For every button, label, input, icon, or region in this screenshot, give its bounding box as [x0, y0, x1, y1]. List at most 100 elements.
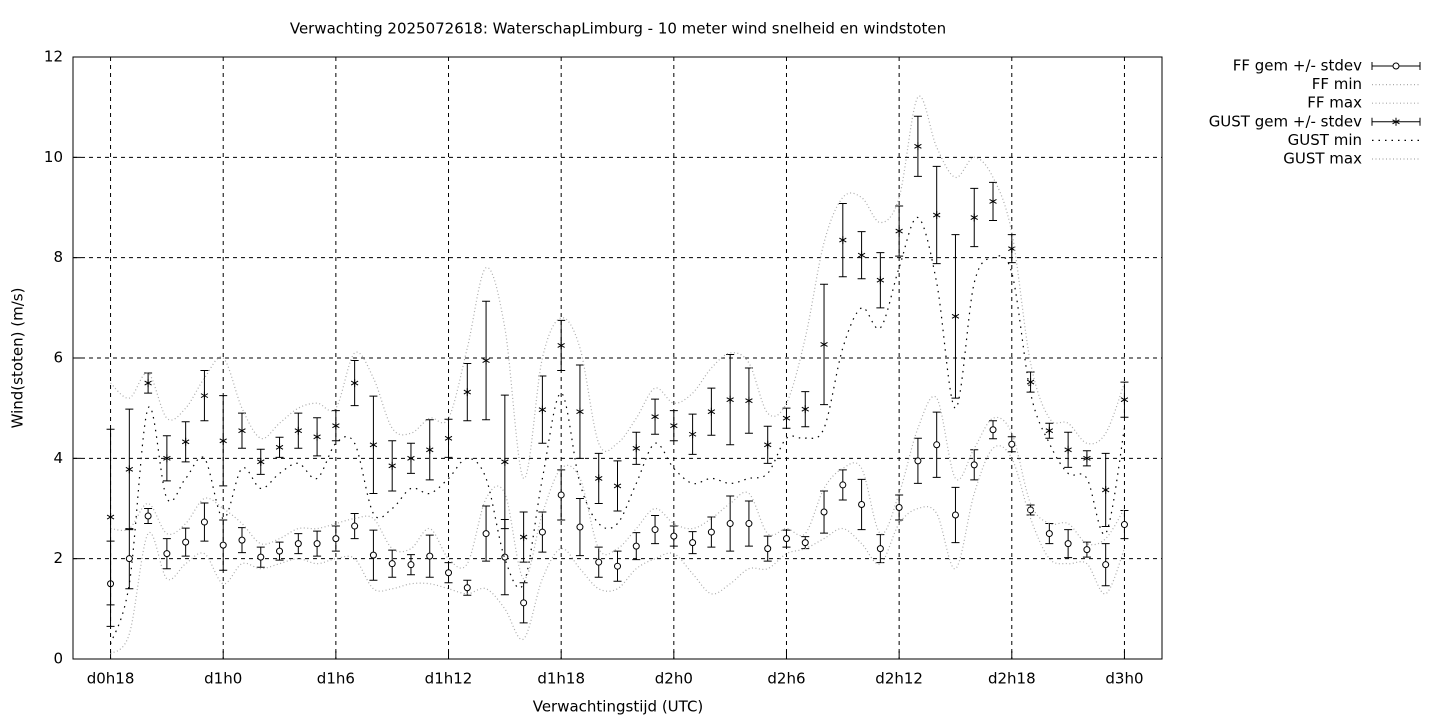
point	[801, 539, 809, 547]
point	[782, 535, 790, 543]
point	[275, 443, 284, 452]
x-tick-label: d3h0	[1105, 670, 1143, 688]
point	[876, 276, 885, 285]
point	[858, 500, 866, 508]
y-tick-label: 2	[53, 549, 63, 567]
point	[989, 426, 997, 434]
point	[407, 454, 415, 463]
point	[970, 213, 978, 222]
point	[933, 441, 941, 449]
point	[895, 227, 903, 236]
point	[313, 540, 321, 548]
plot-border	[72, 56, 1163, 660]
point	[181, 437, 190, 446]
x-axis-label: Verwachtingstijd (UTC)	[533, 698, 704, 716]
point	[182, 538, 190, 546]
point	[238, 426, 246, 435]
point	[726, 520, 734, 528]
point	[1120, 521, 1128, 529]
legend-marker	[1392, 62, 1400, 70]
point	[876, 545, 884, 553]
point	[332, 421, 340, 430]
line	[109, 216, 1126, 645]
point	[388, 560, 396, 568]
point	[1101, 485, 1110, 494]
point	[1120, 395, 1129, 404]
point	[595, 558, 603, 566]
point	[688, 430, 697, 439]
point	[557, 491, 565, 499]
y-tick-label: 12	[44, 48, 63, 66]
point	[144, 379, 152, 388]
point	[520, 599, 528, 607]
point	[144, 512, 152, 520]
x-tick-label: d2h0	[655, 670, 693, 688]
point	[294, 540, 302, 548]
point	[219, 436, 227, 445]
point	[651, 412, 659, 421]
point	[632, 542, 640, 550]
point	[106, 513, 115, 522]
point	[463, 388, 472, 397]
point	[576, 523, 584, 531]
point	[820, 340, 828, 349]
point	[219, 541, 227, 549]
point	[839, 481, 847, 489]
point	[670, 421, 678, 430]
point	[257, 553, 265, 561]
point	[632, 444, 640, 453]
x-tick-label: d2h18	[988, 670, 1036, 688]
chart-title: Verwachting 2025072618: WaterschapLimbur…	[290, 20, 946, 38]
point	[519, 533, 528, 542]
point	[914, 457, 922, 465]
y-tick-label: 10	[44, 148, 63, 166]
y-tick-label: 6	[53, 349, 63, 367]
legend-marker	[1392, 117, 1400, 126]
point	[1083, 546, 1091, 554]
point	[745, 396, 753, 405]
point	[707, 528, 715, 536]
y-tick-label: 0	[53, 650, 63, 668]
point	[576, 407, 584, 416]
point	[1045, 426, 1054, 435]
point	[445, 569, 453, 577]
point	[689, 539, 697, 547]
point	[351, 522, 359, 530]
legend-label: FF gem +/- stdev	[1233, 57, 1362, 75]
point	[782, 414, 791, 423]
point	[745, 520, 753, 528]
point	[125, 555, 133, 563]
point	[707, 407, 716, 416]
point	[951, 511, 959, 519]
point	[257, 457, 265, 466]
point	[294, 426, 303, 435]
x-tick-label: d2h12	[875, 670, 923, 688]
point	[276, 547, 284, 555]
point	[1008, 244, 1016, 253]
point	[369, 551, 377, 559]
point	[1008, 440, 1016, 448]
point	[482, 530, 490, 538]
point	[350, 379, 359, 388]
point	[1102, 561, 1110, 569]
point	[388, 461, 396, 470]
point	[482, 356, 490, 365]
point	[238, 536, 246, 544]
x-tick-label: d1h6	[317, 670, 355, 688]
point	[313, 432, 321, 441]
point	[1083, 454, 1091, 463]
x-tick-label: d0h18	[87, 670, 135, 688]
point	[651, 526, 659, 534]
point	[200, 391, 209, 400]
point	[820, 508, 828, 516]
point	[726, 395, 734, 404]
legend-label: FF max	[1307, 94, 1362, 112]
point	[989, 197, 997, 206]
point	[1045, 530, 1053, 538]
point	[670, 532, 678, 540]
point	[970, 461, 978, 469]
point	[895, 503, 903, 511]
point	[1064, 445, 1072, 454]
point	[595, 474, 603, 483]
